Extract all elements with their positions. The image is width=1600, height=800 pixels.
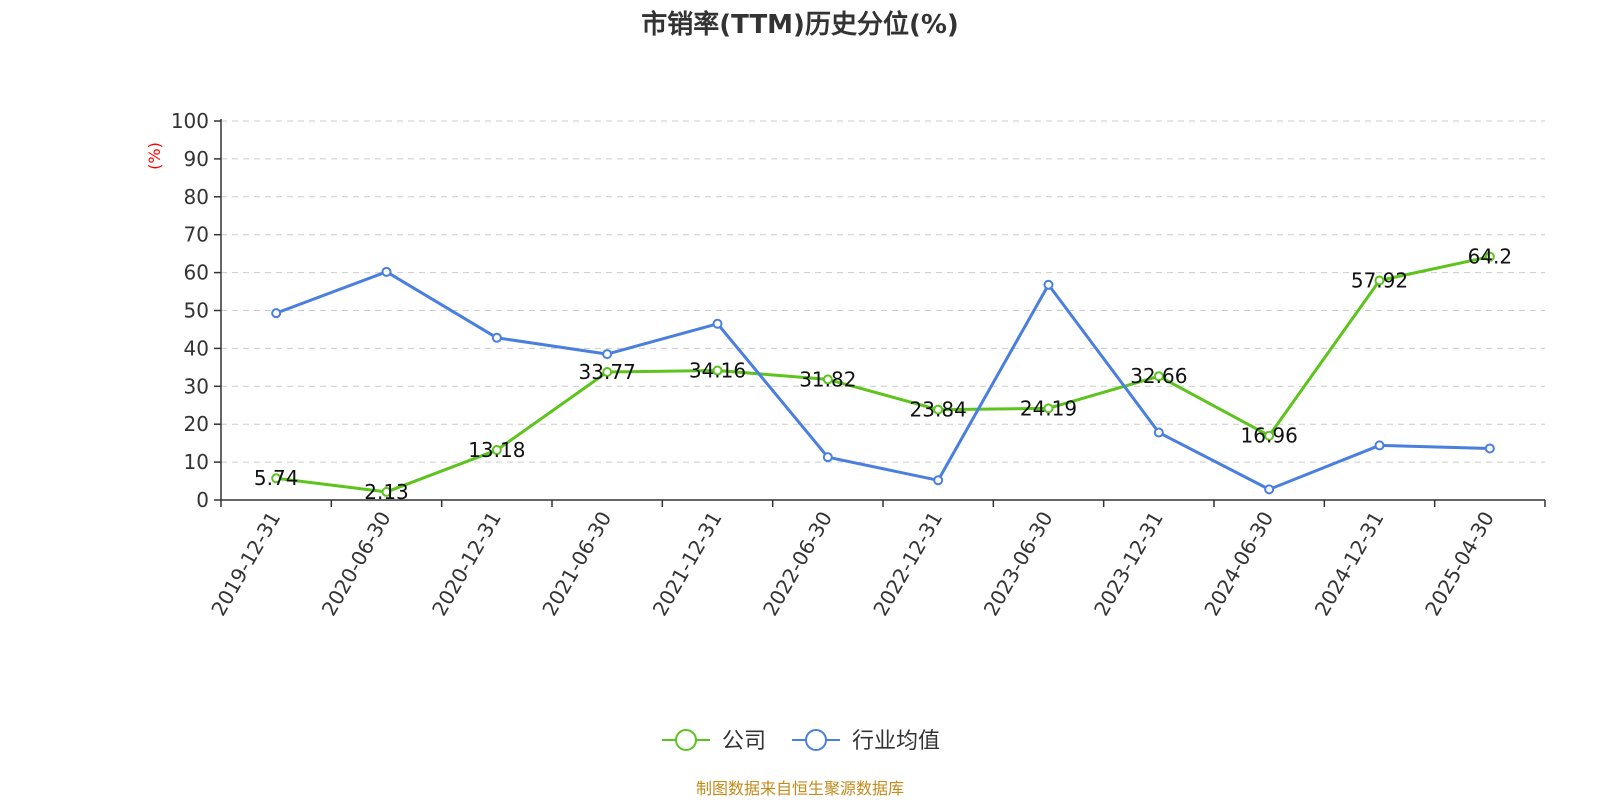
- data-point[interactable]: [1374, 440, 1385, 451]
- data-point[interactable]: [602, 349, 613, 360]
- y-tick-label: 10: [184, 450, 209, 474]
- legend: 公司 行业均值: [662, 729, 940, 754]
- x-tick-label: 2020-06-30: [317, 507, 396, 620]
- data-label-layer: 5.74 2.13 13.18 33.77 34.16 31.82 23.84 24.19 32…: [254, 245, 1512, 504]
- data-label: 5.74: [254, 466, 299, 490]
- x-tick-label: 2024-06-30: [1199, 507, 1278, 620]
- data-point[interactable]: [1043, 403, 1054, 414]
- data-point[interactable]: [381, 486, 392, 497]
- data-label: 24.19: [1020, 396, 1077, 420]
- data-point[interactable]: [1484, 251, 1495, 262]
- legend-marker-company: [675, 729, 697, 751]
- grid-layer: [221, 120, 1545, 463]
- legend-label-company: 公司: [722, 729, 766, 754]
- data-point[interactable]: [1484, 443, 1495, 454]
- data-label: 23.84: [910, 398, 967, 422]
- x-tick-label: 2024-12-31: [1310, 507, 1389, 620]
- data-point[interactable]: [712, 365, 723, 376]
- data-label: 16.96: [1241, 424, 1298, 448]
- data-point[interactable]: [712, 318, 723, 329]
- x-tick-label: 2023-12-31: [1089, 507, 1168, 620]
- data-point[interactable]: [491, 445, 502, 456]
- y-axis-unit: (%): [145, 142, 164, 170]
- y-tick-label: 100: [171, 109, 209, 133]
- axis-layer: 0 10 20 30 40 50 60 70 80 90 100 2019-12-31 2020-06-…: [171, 109, 1546, 620]
- data-point[interactable]: [271, 308, 282, 319]
- legend-label-industry-average: 行业均值: [852, 729, 940, 754]
- data-label: 34.16: [689, 359, 746, 383]
- data-point[interactable]: [381, 266, 392, 277]
- y-tick-label: 70: [184, 223, 209, 247]
- data-point[interactable]: [822, 374, 833, 385]
- data-point[interactable]: [933, 404, 944, 415]
- x-tick-label: 2023-06-30: [979, 507, 1058, 620]
- y-tick-label: 40: [184, 336, 209, 360]
- chart-title: 市销率(TTM)历史分位(%): [641, 9, 959, 40]
- series-line-0: [275, 255, 1491, 494]
- y-tick-label: 50: [184, 299, 209, 323]
- data-label: 31.82: [799, 367, 856, 391]
- data-label: 32.66: [1130, 364, 1187, 388]
- y-tick-label: 80: [184, 185, 209, 209]
- series-line-1: [275, 270, 1490, 491]
- y-tick-label: 30: [184, 374, 209, 398]
- data-label: 64.2: [1468, 245, 1513, 269]
- legend-item-company[interactable]: 公司: [662, 729, 766, 754]
- legend-marker-industry-average: [805, 729, 827, 751]
- data-point[interactable]: [1264, 484, 1275, 495]
- y-tick-label: 20: [184, 412, 209, 436]
- data-source-note: 制图数据来自恒生聚源数据库: [696, 779, 904, 798]
- data-point[interactable]: [1264, 430, 1275, 441]
- x-tick-label: 2019-12-31: [206, 507, 285, 620]
- data-label: 33.77: [579, 360, 636, 384]
- data-point[interactable]: [933, 475, 944, 486]
- y-tick-label: 0: [196, 488, 209, 512]
- y-tick-label: 90: [184, 147, 209, 171]
- data-point[interactable]: [491, 332, 502, 343]
- x-tick-label: 2022-12-31: [868, 507, 947, 620]
- data-point[interactable]: [1153, 371, 1164, 382]
- legend-item-industry-average[interactable]: 行业均值: [792, 729, 940, 754]
- data-point[interactable]: [271, 473, 282, 484]
- data-label: 2.13: [364, 480, 409, 504]
- data-point[interactable]: [602, 367, 613, 378]
- data-label: 13.18: [468, 438, 525, 462]
- data-point[interactable]: [822, 452, 833, 463]
- data-point[interactable]: [1043, 279, 1054, 290]
- x-tick-label: 2022-06-30: [758, 507, 837, 620]
- data-point[interactable]: [1374, 275, 1385, 286]
- x-tick-label: 2021-06-30: [537, 507, 616, 620]
- x-tick-label: 2021-12-31: [648, 507, 727, 620]
- x-tick-label: 2020-12-31: [427, 507, 506, 620]
- series-layer: [271, 251, 1495, 497]
- data-label: 57.92: [1351, 268, 1408, 292]
- data-point[interactable]: [1153, 427, 1164, 438]
- x-tick-label: 2025-04-30: [1420, 507, 1499, 620]
- y-tick-label: 60: [184, 261, 209, 285]
